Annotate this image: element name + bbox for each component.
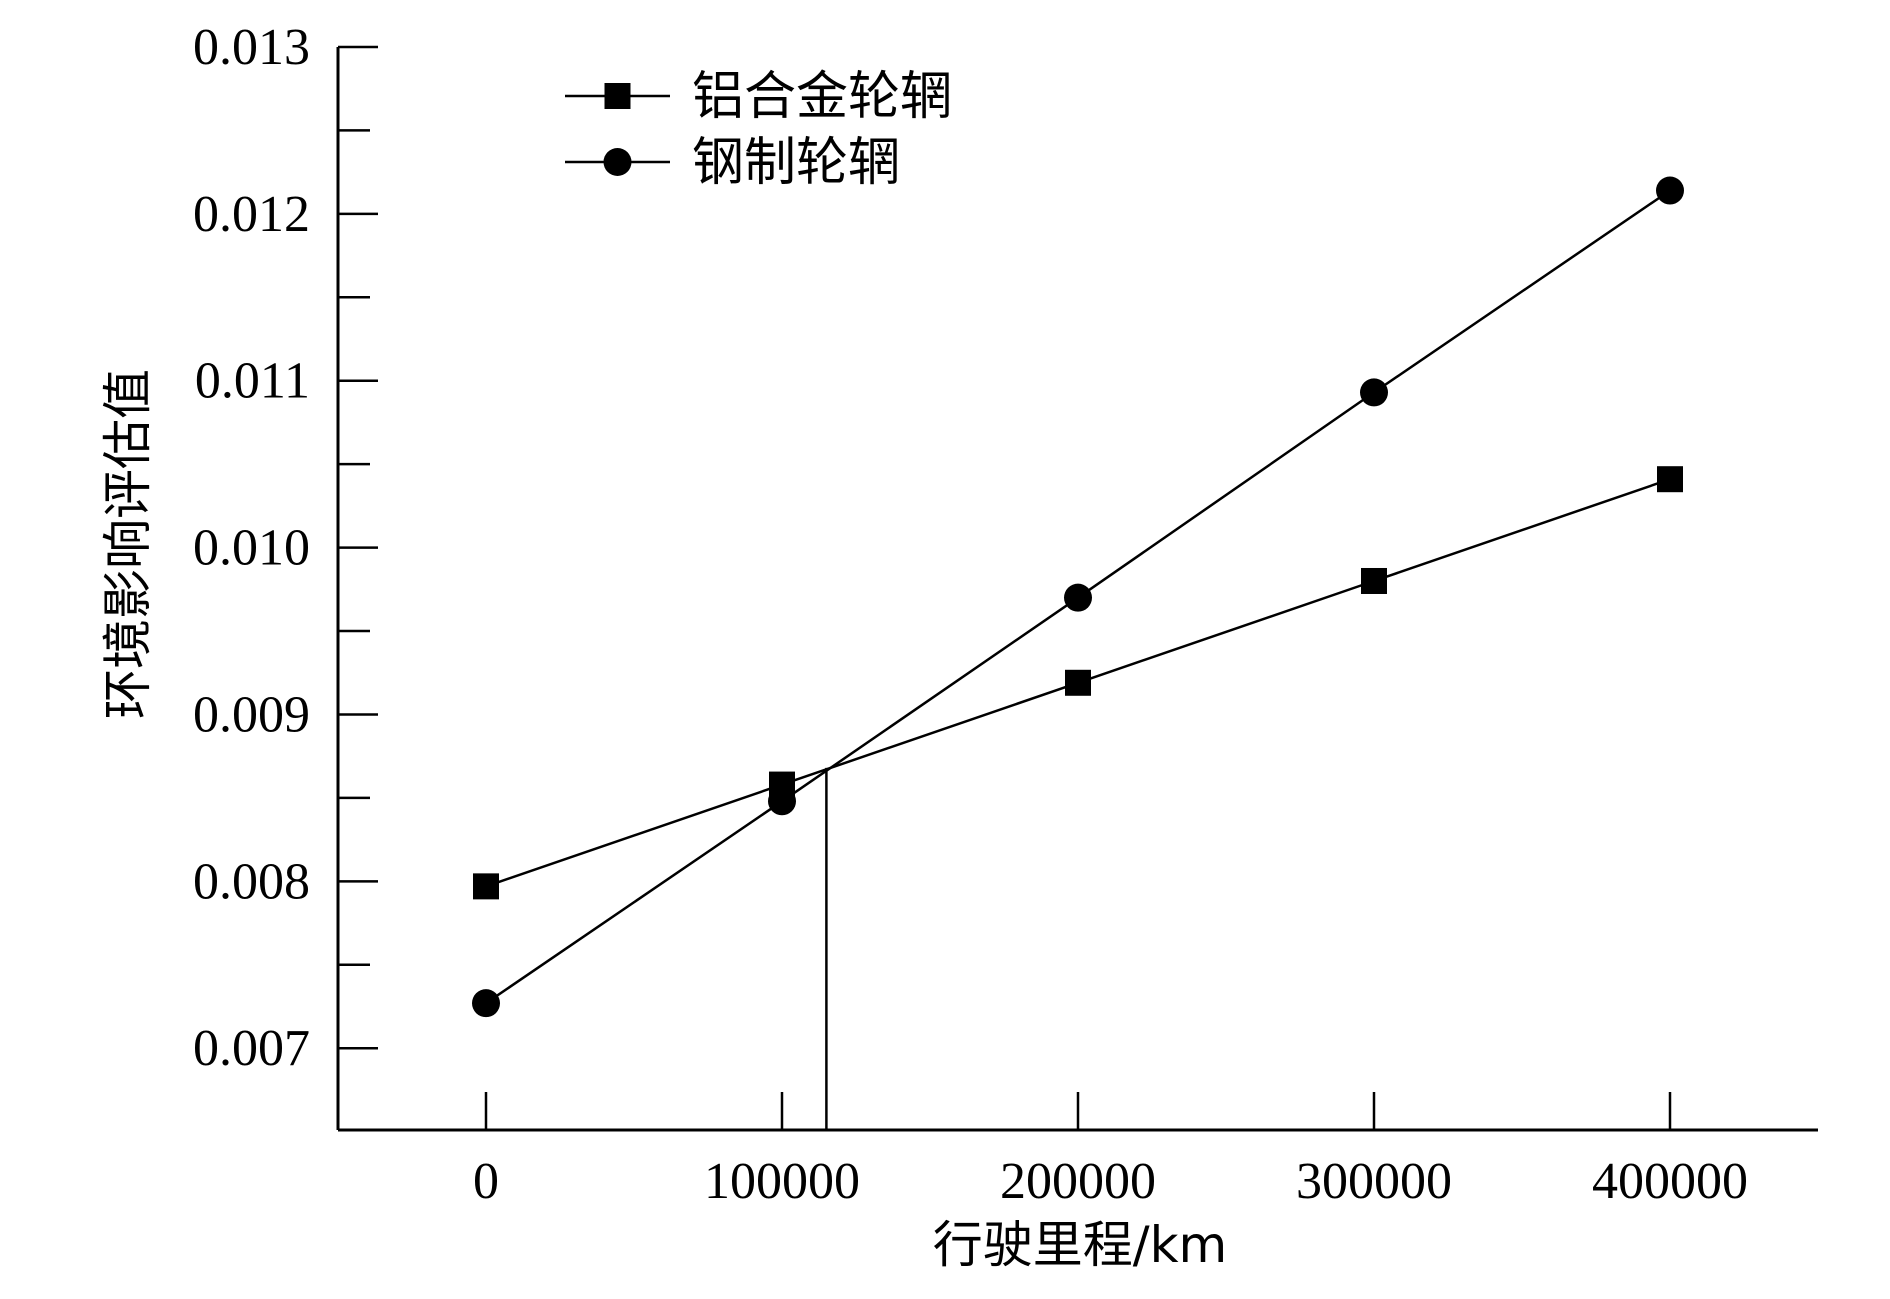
axes: 0.007 0.008 0.009 0.010 0.011 0.012 0.013 0 1000… — [193, 19, 1818, 1210]
y-tick-label: 0.007 — [193, 1020, 310, 1077]
data-point-circle — [1360, 378, 1388, 407]
y-axis-title: 环境影响评估值 — [99, 369, 157, 719]
x-tick-label: 0 — [473, 1153, 499, 1210]
y-tick-label: 0.009 — [193, 686, 310, 743]
legend-marker-circle — [603, 148, 632, 176]
y-tick-label: 0.010 — [193, 520, 310, 577]
legend-label: 铝合金轮辋 — [692, 67, 952, 127]
data-point-circle — [1064, 583, 1092, 612]
x-tick-label: 100000 — [704, 1153, 860, 1210]
data-point-square — [473, 873, 499, 900]
legend-item-circle: 钢制轮辋 — [565, 133, 900, 193]
legend-item-square: 铝合金轮辋 — [565, 67, 952, 127]
legend-label: 钢制轮辋 — [692, 133, 900, 193]
y-tick-label: 0.012 — [193, 186, 310, 243]
data-point-square — [1361, 567, 1387, 594]
y-tick-label: 0.013 — [193, 19, 310, 76]
series-square — [473, 466, 1683, 900]
x-tick-label: 300000 — [1296, 1153, 1452, 1210]
x-tick-label: 200000 — [1000, 1153, 1156, 1210]
series-circle — [472, 176, 1684, 1018]
data-point-circle — [768, 787, 796, 816]
data-point-circle — [472, 989, 500, 1018]
series-layer — [472, 176, 1684, 1018]
y-tick-label: 0.008 — [193, 853, 310, 910]
data-point-square — [1065, 669, 1091, 696]
legend-marker-square — [604, 83, 631, 109]
data-point-square — [1657, 466, 1683, 493]
data-point-circle — [1656, 176, 1684, 205]
x-tick-label: 400000 — [1592, 1153, 1748, 1210]
y-tick-label: 0.011 — [195, 353, 310, 410]
x-axis-title: 行驶里程/km — [933, 1216, 1228, 1274]
